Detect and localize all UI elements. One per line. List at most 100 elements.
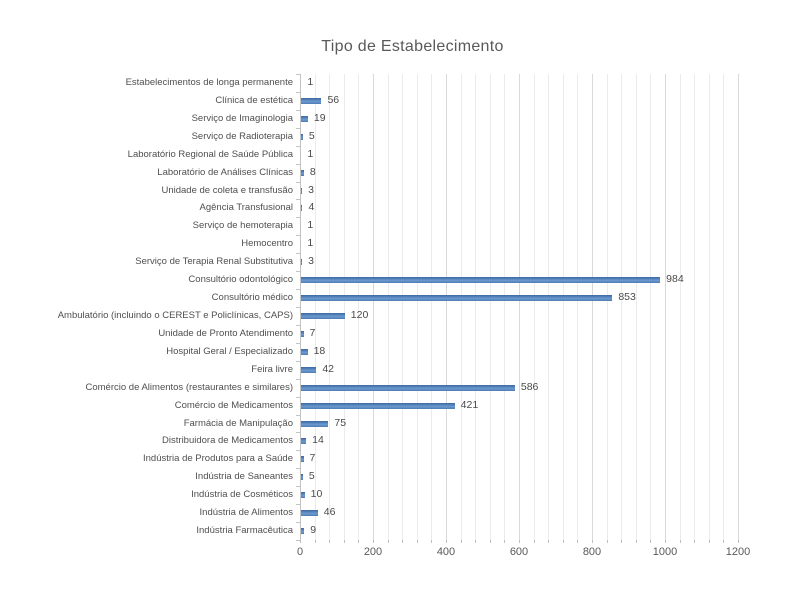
category-label: Clínica de estética	[215, 94, 293, 106]
bar	[301, 366, 317, 373]
bar	[301, 205, 303, 212]
x-axis-tick	[489, 540, 491, 543]
category-label: Distribuidora de Medicamentos	[162, 435, 293, 447]
category-label: Serviço de Imaginologia	[191, 112, 293, 124]
x-axis-tick-label: 200	[363, 546, 383, 558]
category-label: Consultório odontológico	[188, 274, 293, 286]
category-label: Comércio de Medicamentos	[174, 399, 293, 411]
gridline	[416, 74, 418, 540]
x-axis-tick	[504, 540, 506, 543]
gridline	[592, 74, 593, 540]
value-label: 14	[312, 434, 324, 447]
x-axis-tick	[358, 540, 360, 543]
x-axis-tick	[562, 540, 564, 543]
category-axis-tick	[296, 74, 300, 75]
x-axis-tick	[694, 540, 696, 543]
value-label: 853	[618, 291, 636, 304]
x-axis-tick	[475, 540, 477, 543]
bar	[301, 438, 307, 445]
gridline	[489, 74, 491, 540]
bar	[301, 312, 345, 319]
x-axis-tick	[708, 540, 710, 543]
gridline	[446, 74, 447, 540]
category-label: Ambulatório (incluindo o CEREST e Policl…	[57, 310, 293, 321]
value-label: 1	[307, 147, 314, 160]
bar	[301, 133, 303, 140]
category-label: Agência Transfusional	[199, 202, 293, 214]
value-label: 5	[308, 129, 315, 142]
value-label: 1	[307, 219, 314, 232]
bar	[301, 510, 318, 517]
x-axis-tick	[665, 540, 666, 543]
x-axis-tick	[606, 540, 608, 543]
gridline	[533, 74, 535, 540]
gridline	[665, 74, 666, 540]
gridline	[606, 74, 608, 540]
bar	[301, 348, 308, 355]
gridline	[504, 74, 506, 540]
bar	[301, 259, 303, 266]
category-axis-tick	[296, 540, 300, 541]
gridline	[314, 74, 316, 540]
x-axis-tick	[533, 540, 535, 543]
category-label: Serviço de Terapia Renal Substitutiva	[135, 256, 293, 268]
value-label: 10	[310, 488, 323, 501]
value-label: 7	[309, 326, 316, 339]
gridline	[679, 74, 681, 540]
value-label: 1	[307, 237, 314, 250]
value-label: 3	[308, 183, 314, 196]
category-label: Unidade de coleta e transfusão	[161, 184, 293, 196]
category-label: Indústria de Produtos para a Saúde	[143, 453, 293, 465]
x-axis-tick	[650, 540, 652, 543]
gridline	[650, 74, 652, 540]
x-axis-tick-label: 0	[296, 546, 304, 558]
bar	[301, 187, 303, 194]
value-label: 984	[666, 273, 684, 286]
x-axis-tick	[314, 540, 316, 543]
category-axis-tick	[296, 522, 300, 524]
bar	[301, 456, 304, 463]
gridline	[548, 74, 550, 540]
gridline	[519, 74, 520, 540]
category-axis-line	[300, 74, 301, 540]
category-label: Indústria de Cosméticos	[191, 489, 293, 501]
gridline	[738, 74, 739, 540]
category-label: Serviço de Radioterapia	[191, 130, 293, 142]
x-axis-tick	[519, 540, 520, 543]
category-label: Estabelecimentos de longa permanente	[125, 77, 293, 88]
category-label: Laboratório Regional de Saúde Pública	[127, 148, 293, 160]
gridline	[343, 74, 345, 540]
category-axis-tick	[296, 109, 300, 111]
category-label: Comércio de Alimentos (restaurantes e si…	[85, 381, 294, 393]
x-axis-tick-label: 600	[509, 546, 529, 558]
category-axis-tick	[296, 127, 300, 129]
category-axis-tick	[296, 450, 300, 452]
value-label: 46	[323, 506, 336, 519]
category-axis-tick	[296, 217, 300, 219]
category-axis-tick	[296, 271, 300, 273]
category-label: Indústria de Alimentos	[199, 507, 293, 519]
bar	[301, 384, 515, 391]
x-axis-tick-label: 1000	[652, 546, 678, 558]
x-axis-tick-label: 1200	[725, 546, 751, 558]
x-axis-tick-label: 800	[582, 546, 602, 558]
x-axis-tick	[329, 540, 331, 543]
category-label: Unidade de Pronto Atendimento	[158, 327, 293, 339]
value-label: 421	[460, 398, 479, 411]
chart-title: Tipo de Estabelecimento	[321, 38, 504, 55]
gridline	[329, 74, 331, 540]
category-axis-tick	[296, 307, 300, 308]
gridline	[431, 74, 433, 540]
x-axis-tick	[343, 540, 345, 543]
value-label: 75	[334, 416, 347, 429]
x-axis-tick	[635, 540, 637, 543]
category-label: Consultório médico	[211, 292, 293, 304]
x-axis-tick	[621, 540, 623, 543]
bar	[301, 402, 455, 409]
category-label: Feira livre	[251, 363, 293, 375]
gridline	[475, 74, 477, 540]
category-label: Indústria de Saneantes	[195, 471, 293, 483]
value-label: 1	[307, 76, 314, 88]
value-label: 19	[313, 111, 326, 124]
